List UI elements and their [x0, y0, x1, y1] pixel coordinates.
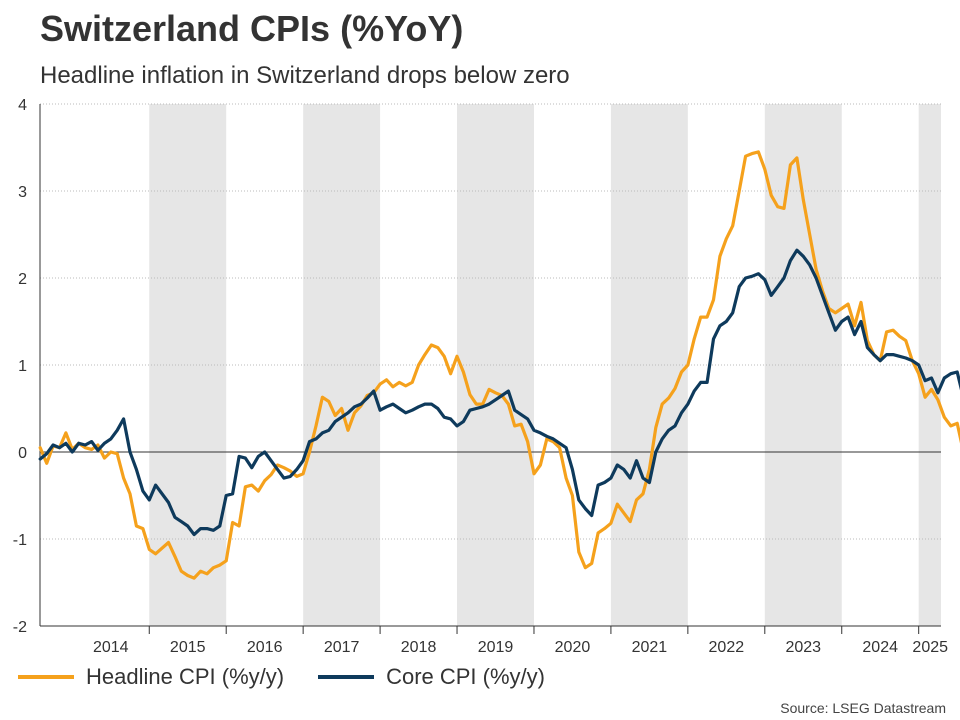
- shade-band-2019: [457, 104, 534, 626]
- legend-item-core[interactable]: Core CPI (%y/y): [318, 664, 545, 690]
- y-axis-ticks: -2 -1 0 1 2 3 4: [13, 97, 27, 636]
- x-axis-ticks: 2014 2015 2016 2017 2018 2019 2020 2021 2022 2023…: [93, 626, 948, 656]
- x-tick-label: 2019: [478, 639, 514, 656]
- series-line-headline-cpi: [38, 150, 960, 580]
- x-tick-label: 2022: [709, 639, 745, 656]
- shade-band-2025: [918, 104, 941, 626]
- y-tick-label: 4: [18, 97, 27, 114]
- legend-item-headline[interactable]: Headline CPI (%y/y): [18, 664, 284, 690]
- x-tick-label: 2021: [632, 639, 668, 656]
- y-tick-label: -1: [13, 532, 27, 549]
- legend-swatch-core: [318, 675, 375, 679]
- y-tick-label: 1: [18, 358, 27, 375]
- series-lines: [38, 150, 960, 580]
- y-tick-label: 3: [18, 184, 27, 201]
- chart-title: Switzerland CPIs (%YoY): [40, 8, 464, 49]
- x-tick-label: 2015: [170, 639, 206, 656]
- x-tick-label: 2016: [247, 639, 283, 656]
- y-tick-label: 2: [18, 271, 27, 288]
- y-tick-label: 0: [18, 445, 27, 462]
- y-tick-label: -2: [13, 619, 27, 636]
- x-tick-label: 2024: [862, 639, 898, 656]
- x-tick-label: 2018: [401, 639, 437, 656]
- legend: Headline CPI (%y/y) Core CPI (%y/y): [18, 664, 579, 690]
- axes: [39, 104, 941, 627]
- legend-label-core: Core CPI (%y/y): [386, 664, 545, 689]
- shade-band-2017: [303, 104, 381, 626]
- x-tick-label: 2020: [555, 639, 591, 656]
- x-tick-label: 2025: [912, 639, 948, 656]
- x-tick-label: 2014: [93, 639, 129, 656]
- x-tick-label: 2023: [785, 639, 821, 656]
- source-note: Source: LSEG Datastream: [780, 700, 946, 716]
- shade-band-2023: [764, 104, 842, 626]
- legend-label-headline: Headline CPI (%y/y): [86, 664, 285, 689]
- x-tick-label: 2017: [324, 639, 360, 656]
- chart-subtitle: Headline inflation in Switzerland drops …: [40, 62, 570, 89]
- legend-swatch-headline: [18, 675, 74, 679]
- series-line-core-cpi: [38, 248, 960, 537]
